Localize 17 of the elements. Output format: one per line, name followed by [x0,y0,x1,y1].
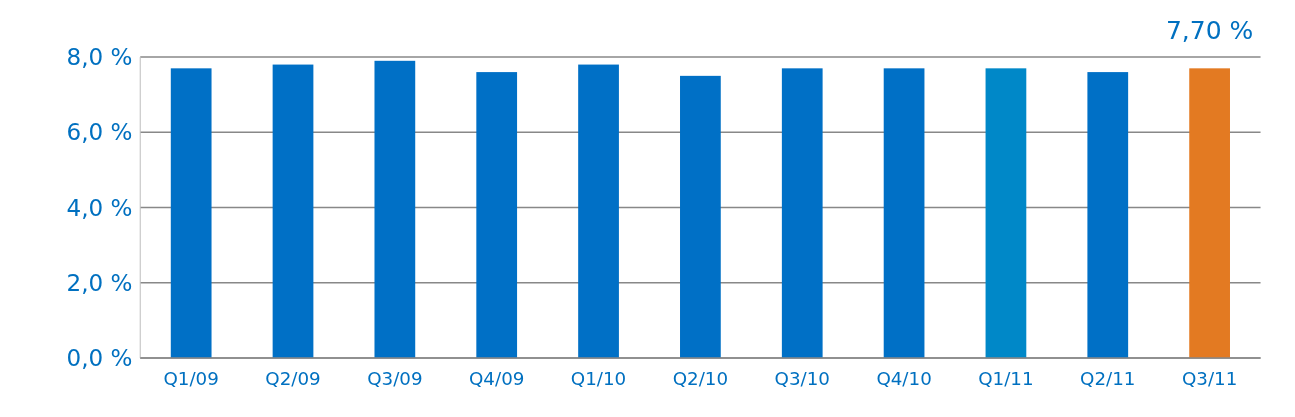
y-tick-label: 2,0 % [66,269,133,296]
x-tick-label: Q3/10 [774,367,830,389]
y-tick-label: 8,0 % [66,44,133,71]
x-tick-label: Q2/10 [672,367,729,389]
x-tick-label: Q3/09 [367,367,423,389]
x-tick-label: Q4/10 [876,367,932,389]
y-tick-label: 6,0 % [66,119,133,146]
x-tick-label: Q1/11 [978,367,1034,389]
y-tick-label: 0,0 % [66,345,133,372]
x-tick-label: Q1/09 [163,367,219,389]
y-tick-label: 4,0 % [66,194,133,221]
data-label: 7,70 % [1165,16,1254,46]
x-tick-label: Q1/10 [570,367,627,389]
x-tick-label: Q3/11 [1181,367,1238,389]
x-tick-label: Q2/11 [1080,367,1136,389]
x-tick-label: Q4/09 [469,367,525,389]
x-tick-label: Q2/09 [265,367,321,389]
